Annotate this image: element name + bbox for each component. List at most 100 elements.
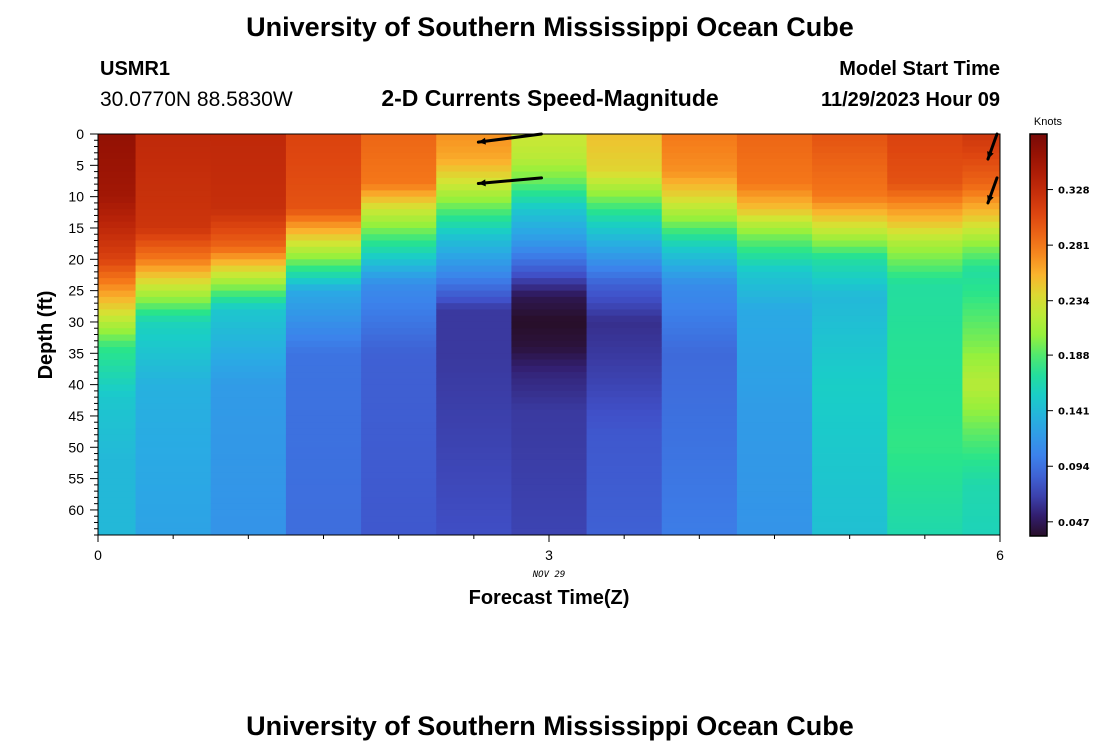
y-axis: 0 5 10 15 20 25 30 35 40 45 50 55 60 [68, 126, 98, 536]
heatmap-cell [887, 503, 963, 511]
heatmap-cell [135, 503, 212, 511]
heatmap-cell [285, 315, 362, 323]
heatmap-cell [135, 227, 212, 235]
heatmap-cell [586, 384, 663, 392]
heatmap-cell [812, 140, 888, 147]
heatmap-cell [285, 365, 362, 373]
heatmap-cell [511, 296, 587, 304]
heatmap-cell [586, 240, 663, 248]
heatmap-cell [812, 528, 888, 536]
heatmap-cell [887, 434, 963, 442]
heatmap-cell [812, 409, 888, 417]
heatmap-column [436, 134, 512, 536]
heatmap-cell [586, 478, 663, 486]
heatmap-cell [135, 516, 212, 523]
heatmap-cell [135, 378, 212, 386]
heatmap-cell [511, 378, 587, 386]
heatmap-cell [586, 315, 663, 323]
heatmap-cell [511, 372, 587, 379]
heatmap-cell [361, 522, 437, 530]
heatmap-cell [962, 328, 1001, 335]
heatmap-cell [887, 152, 963, 160]
heatmap-cell [511, 428, 587, 436]
heatmap-cell [812, 422, 888, 429]
heatmap-cell [887, 403, 963, 411]
heatmap-cell [361, 146, 437, 154]
heatmap-cell [586, 491, 663, 498]
heatmap-cell [135, 309, 212, 317]
heatmap-cell [98, 453, 136, 461]
heatmap-cell [736, 503, 813, 511]
heatmap-cell [586, 246, 663, 254]
heatmap-cell [98, 491, 136, 498]
heatmap-cell [361, 190, 437, 198]
heatmap-cell [812, 466, 888, 473]
heatmap-cell [436, 365, 512, 373]
heatmap-cell [887, 516, 963, 523]
y-tick-label: 0 [76, 126, 84, 142]
heatmap-cell [361, 253, 437, 260]
heatmap-cell [210, 140, 287, 147]
heatmap-cell [962, 509, 1001, 517]
heatmap-cell [586, 146, 663, 154]
x-axis: 0 3 6 [94, 535, 1004, 563]
heatmap-cell [98, 278, 136, 285]
heatmap-cell [736, 372, 813, 379]
heatmap-cell [962, 378, 1001, 386]
heatmap-cell [210, 278, 287, 285]
heatmap-cell [962, 528, 1001, 536]
heatmap-cell [661, 165, 738, 172]
heatmap-cell [812, 491, 888, 498]
heatmap-cell [887, 334, 963, 342]
heatmap-cell [436, 347, 512, 354]
heatmap-cell [511, 227, 587, 235]
heatmap-cell [436, 478, 512, 486]
heatmap-cell [661, 215, 738, 223]
heatmap-cell [285, 177, 362, 185]
heatmap-cell [661, 284, 738, 292]
heatmap-cell [436, 340, 512, 348]
heatmap-cell [812, 441, 888, 448]
heatmap-cell [962, 503, 1001, 511]
heatmap-cell [812, 259, 888, 266]
heatmap-cell [210, 397, 287, 404]
heatmap-cell [361, 491, 437, 498]
heatmap-cell [661, 390, 738, 398]
heatmap-cell [98, 472, 136, 480]
heatmap-cell [511, 334, 587, 342]
colorbar-tick-label: 0.047 [1058, 518, 1090, 529]
heatmap-cell [962, 221, 1001, 229]
heatmap-cell [285, 509, 362, 517]
heatmap-cell [210, 271, 287, 279]
heatmap-cell [962, 484, 1001, 492]
heatmap-cell [210, 165, 287, 172]
heatmap-cell [285, 296, 362, 304]
heatmap-cell [210, 409, 287, 417]
heatmap-cell [361, 516, 437, 523]
heatmap-cell [285, 384, 362, 392]
heatmap-cell [812, 453, 888, 461]
heatmap-cell [361, 503, 437, 511]
heatmap-cell [361, 372, 437, 379]
heatmap-cell [436, 321, 512, 329]
heatmap-cell [887, 447, 963, 454]
heatmap-cell [511, 503, 587, 511]
heatmap-cell [736, 321, 813, 329]
heatmap-cell [586, 459, 663, 467]
heatmap-cell [135, 384, 212, 392]
heatmap-cell [586, 372, 663, 379]
heatmap-cell [135, 240, 212, 248]
heatmap-cell [812, 503, 888, 511]
heatmap-cell [436, 159, 512, 166]
y-tick-label: 25 [68, 283, 84, 299]
heatmap-cell [586, 303, 663, 310]
heatmap-cell [98, 271, 136, 279]
heatmap-cell [736, 196, 813, 204]
heatmap-cell [210, 134, 287, 141]
heatmap-cell [962, 265, 1001, 273]
heatmap-cell [361, 409, 437, 417]
heatmap-cell [285, 209, 362, 216]
heatmap-cell [586, 453, 663, 461]
heatmap-cell [511, 509, 587, 517]
heatmap-cell [511, 159, 587, 166]
